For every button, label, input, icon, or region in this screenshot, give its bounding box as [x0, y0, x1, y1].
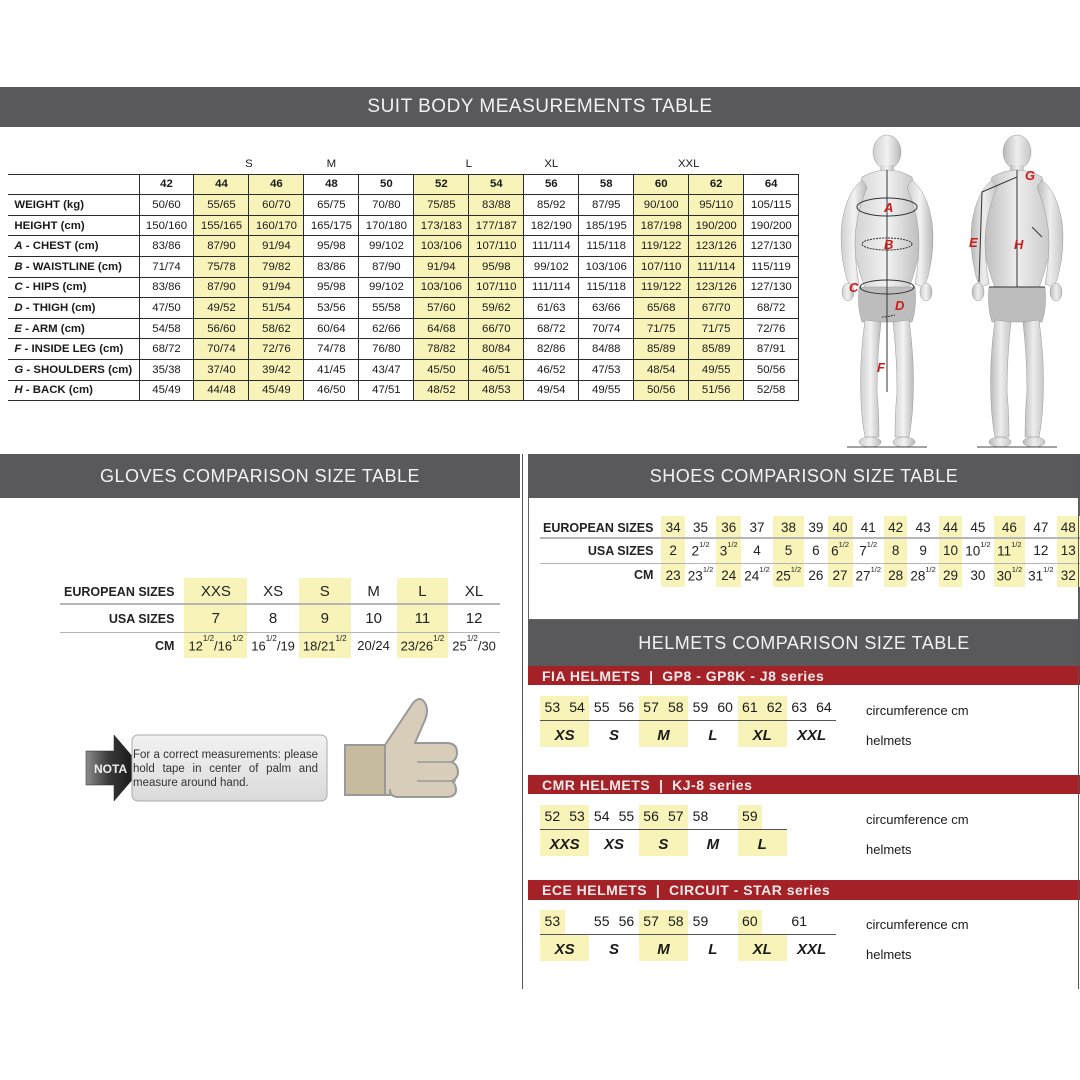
- svg-text:B: B: [884, 237, 893, 252]
- svg-text:F: F: [877, 360, 886, 375]
- svg-text:H: H: [1014, 237, 1024, 252]
- svg-text:E: E: [969, 235, 978, 250]
- svg-text:C: C: [849, 280, 859, 295]
- svg-text:NOTA: NOTA: [94, 762, 127, 776]
- svg-text:D: D: [895, 298, 905, 313]
- svg-text:A: A: [883, 200, 893, 215]
- svg-text:G: G: [1025, 168, 1035, 183]
